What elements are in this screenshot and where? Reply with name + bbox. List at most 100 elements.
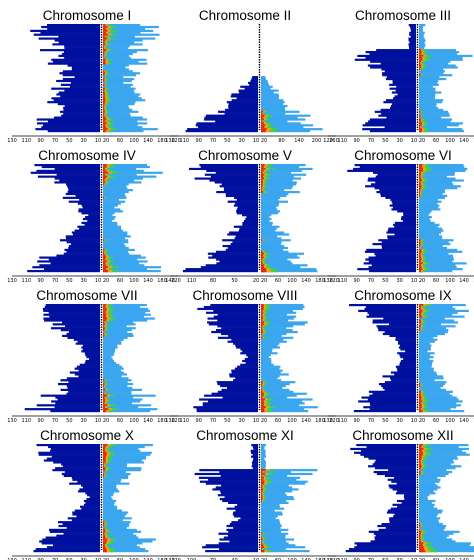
red-bar bbox=[419, 445, 422, 449]
right-bar bbox=[419, 97, 436, 100]
right-bar bbox=[419, 482, 436, 485]
right-bar bbox=[103, 214, 113, 217]
right-bar bbox=[261, 91, 274, 94]
red-bar bbox=[103, 173, 105, 176]
left-bar bbox=[204, 173, 258, 176]
right-bar bbox=[419, 35, 424, 38]
right-bar bbox=[103, 187, 128, 190]
left-bar bbox=[196, 408, 258, 411]
right-bar bbox=[103, 122, 148, 125]
left-bar bbox=[219, 470, 258, 474]
x-tick-label: 110 bbox=[338, 138, 348, 144]
left-bar bbox=[250, 455, 258, 458]
left-bar bbox=[353, 167, 416, 171]
right-bar bbox=[261, 528, 289, 531]
red-bar bbox=[261, 472, 266, 476]
red-bar bbox=[419, 264, 422, 267]
red-bar bbox=[103, 108, 105, 111]
red-bar bbox=[103, 474, 105, 478]
chart-title: Chromosome VIII bbox=[192, 288, 298, 303]
x-tick-label: 130 bbox=[7, 278, 17, 284]
x-tick-label: 130 bbox=[323, 278, 333, 284]
right-bar bbox=[419, 346, 431, 349]
right-bar bbox=[103, 307, 149, 311]
right-bar bbox=[103, 221, 118, 225]
right-bar bbox=[261, 126, 304, 129]
red-bar bbox=[419, 241, 421, 244]
right-bar bbox=[261, 239, 291, 242]
left-bar bbox=[409, 31, 416, 34]
red-bar bbox=[261, 110, 264, 113]
left-bar bbox=[374, 187, 416, 190]
right-bar bbox=[261, 169, 302, 172]
red-bar bbox=[261, 165, 264, 169]
left-bar bbox=[82, 344, 100, 347]
red-bar bbox=[419, 120, 421, 123]
left-bar bbox=[365, 305, 416, 309]
left-bar bbox=[225, 108, 258, 111]
x-tick-label: 110 bbox=[187, 278, 197, 284]
right-bar bbox=[103, 383, 134, 386]
right-bar bbox=[419, 120, 451, 123]
red-bar bbox=[419, 455, 422, 458]
red-bar bbox=[103, 95, 105, 98]
left-bar bbox=[235, 202, 258, 205]
left-bar bbox=[219, 185, 258, 188]
left-bar bbox=[33, 550, 100, 553]
right-bar bbox=[261, 165, 300, 169]
right-bar bbox=[261, 363, 274, 366]
red-bar bbox=[261, 183, 263, 186]
right-bar bbox=[419, 523, 443, 526]
red-bar bbox=[261, 490, 263, 493]
left-bar bbox=[200, 165, 258, 169]
x-tick-label: 120 bbox=[323, 138, 333, 144]
left-bar bbox=[230, 243, 258, 246]
red-bar bbox=[103, 447, 106, 451]
left-bar bbox=[219, 548, 258, 551]
red-bar bbox=[261, 313, 263, 316]
left-bar bbox=[389, 87, 416, 90]
red-bar bbox=[103, 449, 106, 452]
right-bar bbox=[419, 219, 431, 223]
red-bar bbox=[103, 321, 105, 324]
right-bar bbox=[261, 321, 308, 324]
left-bar bbox=[409, 25, 416, 29]
right-bar bbox=[261, 507, 285, 510]
right-bar bbox=[103, 97, 142, 100]
left-bar bbox=[374, 461, 416, 464]
right-bar bbox=[261, 538, 295, 541]
right-bar bbox=[419, 496, 428, 499]
right-bar bbox=[261, 392, 307, 395]
right-bar bbox=[419, 70, 446, 73]
right-bar bbox=[261, 488, 299, 491]
right-bar bbox=[419, 329, 449, 332]
right-bar bbox=[419, 469, 447, 472]
right-bar bbox=[103, 517, 132, 520]
x-tick-label: 110 bbox=[338, 558, 348, 560]
right-bar bbox=[103, 177, 144, 180]
right-bar bbox=[419, 398, 459, 401]
left-bar bbox=[384, 126, 416, 129]
right-bar bbox=[261, 262, 293, 265]
left-bar bbox=[64, 47, 100, 50]
red-bar bbox=[419, 167, 424, 171]
red-bar bbox=[261, 187, 263, 190]
right-bar bbox=[103, 309, 150, 312]
right-bar bbox=[261, 503, 280, 506]
right-bar bbox=[103, 534, 137, 537]
right-bar bbox=[261, 173, 307, 176]
left-bar bbox=[81, 350, 100, 353]
left-bar bbox=[44, 305, 100, 309]
right-bar bbox=[261, 104, 288, 108]
left-bar bbox=[390, 106, 416, 110]
left-bar bbox=[207, 252, 258, 255]
right-bar bbox=[103, 319, 148, 322]
x-tick-label: 50 bbox=[231, 278, 237, 284]
right-bar bbox=[261, 356, 269, 359]
right-bar bbox=[419, 476, 438, 479]
left-bar bbox=[60, 388, 100, 391]
left-bar bbox=[222, 244, 258, 248]
right-bar bbox=[261, 229, 276, 232]
red-bar bbox=[261, 304, 264, 307]
right-bar bbox=[419, 37, 425, 40]
